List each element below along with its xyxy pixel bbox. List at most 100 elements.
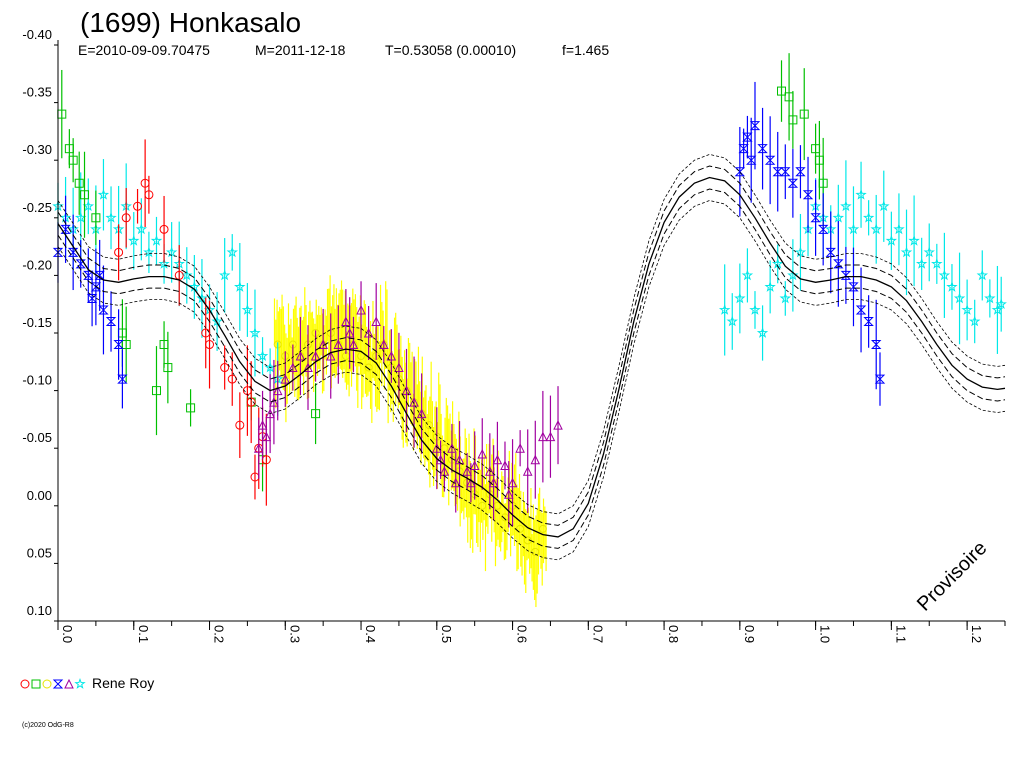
triangle-point xyxy=(485,466,495,476)
x-tick-label: 1.0 xyxy=(818,625,833,643)
star-point xyxy=(878,200,890,212)
square-point xyxy=(80,190,90,200)
triangle-point xyxy=(488,477,499,488)
star-point xyxy=(995,298,1007,310)
x-tick-label: 0.1 xyxy=(136,625,151,643)
star-point xyxy=(181,269,193,281)
bowtie-point xyxy=(833,259,844,269)
triangle-point xyxy=(492,454,503,465)
star-point xyxy=(218,269,231,281)
y-tick-label: 0.00 xyxy=(27,488,52,503)
star-point xyxy=(968,315,981,327)
x-tick-label: 0.9 xyxy=(742,625,757,643)
triangle-point xyxy=(545,431,556,442)
legend-circle-icon xyxy=(42,679,52,689)
star-point xyxy=(832,211,845,223)
square-point xyxy=(777,86,787,96)
x-tick-label: 0.3 xyxy=(287,625,302,643)
bowtie-point xyxy=(98,305,109,315)
star-point xyxy=(885,234,898,246)
bowtie-point xyxy=(772,167,783,177)
star-point xyxy=(741,269,754,281)
square-point xyxy=(818,178,828,188)
circle-point xyxy=(121,213,131,223)
star-point xyxy=(128,234,140,246)
star-point xyxy=(961,303,973,315)
bowtie-point xyxy=(817,224,829,234)
star-point xyxy=(893,223,905,235)
star-point xyxy=(840,200,852,212)
triangle-point xyxy=(344,327,355,338)
bowtie-point xyxy=(60,224,71,234)
triangle-point xyxy=(500,460,510,470)
bowtie-point xyxy=(742,132,753,142)
star-point xyxy=(749,304,761,315)
triangle-point xyxy=(310,350,321,361)
circle-point xyxy=(235,420,245,430)
legend-bowtie-icon xyxy=(52,679,64,689)
bowtie-point xyxy=(825,247,836,257)
bowtie-point xyxy=(764,155,776,165)
triangle-point xyxy=(401,385,412,396)
period-label: T=0.53058 (0.00010) xyxy=(385,42,516,58)
legend-observer: Rene Roy xyxy=(92,675,154,691)
bowtie-point xyxy=(863,316,874,326)
bowtie-point xyxy=(105,316,117,326)
star-point xyxy=(756,326,769,338)
bowtie-point xyxy=(874,374,886,384)
y-tick-label: -0.15 xyxy=(22,315,52,330)
bowtie-point xyxy=(749,121,761,131)
chart-title: (1699) Honkasalo xyxy=(80,7,301,38)
star-point xyxy=(946,280,958,292)
legend: Rene Roy xyxy=(20,675,154,691)
axes: -0.40 -0.35 -0.30 -0.25 -0.20 -0.15 -0.10 -0.05… xyxy=(22,27,1006,643)
x-tick-label: 0.5 xyxy=(439,625,454,643)
fit-envelope-lower-outer xyxy=(57,200,1006,561)
star-point xyxy=(976,269,989,281)
star-point xyxy=(764,280,776,292)
star-point xyxy=(870,223,882,235)
triangle-point xyxy=(333,339,344,350)
bowtie-point xyxy=(113,340,124,350)
bowtie-point xyxy=(802,190,814,200)
star-point xyxy=(908,234,920,246)
bowtie-point xyxy=(86,293,98,303)
triangle-point xyxy=(447,443,457,453)
triangle-point xyxy=(356,304,366,315)
y-tick-label: -0.20 xyxy=(22,257,52,272)
bowtie-point xyxy=(787,178,799,188)
x-tick-label: 0.4 xyxy=(363,625,378,643)
star-point xyxy=(726,315,738,327)
bowtie-point xyxy=(757,144,768,154)
yellow-point xyxy=(538,524,547,533)
x-tick-label: 1.2 xyxy=(969,625,984,643)
triangle-point xyxy=(409,397,419,407)
y-tick-label: -0.05 xyxy=(22,430,52,445)
triangle-point xyxy=(530,454,541,465)
star-point xyxy=(241,304,254,315)
square-point xyxy=(74,178,84,188)
star-point xyxy=(938,269,951,281)
yellow-point xyxy=(425,421,434,430)
star-point xyxy=(855,188,867,200)
fit-envelope-lower xyxy=(57,188,1006,549)
fit-curve xyxy=(57,176,1006,538)
star-point xyxy=(249,326,261,338)
fit-envelope-upper xyxy=(57,165,1006,526)
star-point xyxy=(150,234,163,246)
x-tick-label: 0.7 xyxy=(590,625,605,643)
triangle-point xyxy=(469,460,480,470)
y-tick-label: 0.10 xyxy=(27,603,52,618)
y-tick-label: -0.10 xyxy=(22,373,52,388)
circle-point xyxy=(114,247,124,257)
yellow-point xyxy=(478,501,487,510)
legend-triangle-icon xyxy=(64,678,74,689)
y-tick-label: -0.40 xyxy=(22,27,52,42)
x-tick-label: 1.1 xyxy=(893,625,908,643)
y-tick-label: -0.30 xyxy=(22,142,52,157)
y-tick-label: -0.25 xyxy=(22,200,52,215)
triangle-point xyxy=(257,420,268,430)
star-point xyxy=(135,223,148,235)
star-point xyxy=(105,211,117,223)
square-point xyxy=(121,340,131,350)
